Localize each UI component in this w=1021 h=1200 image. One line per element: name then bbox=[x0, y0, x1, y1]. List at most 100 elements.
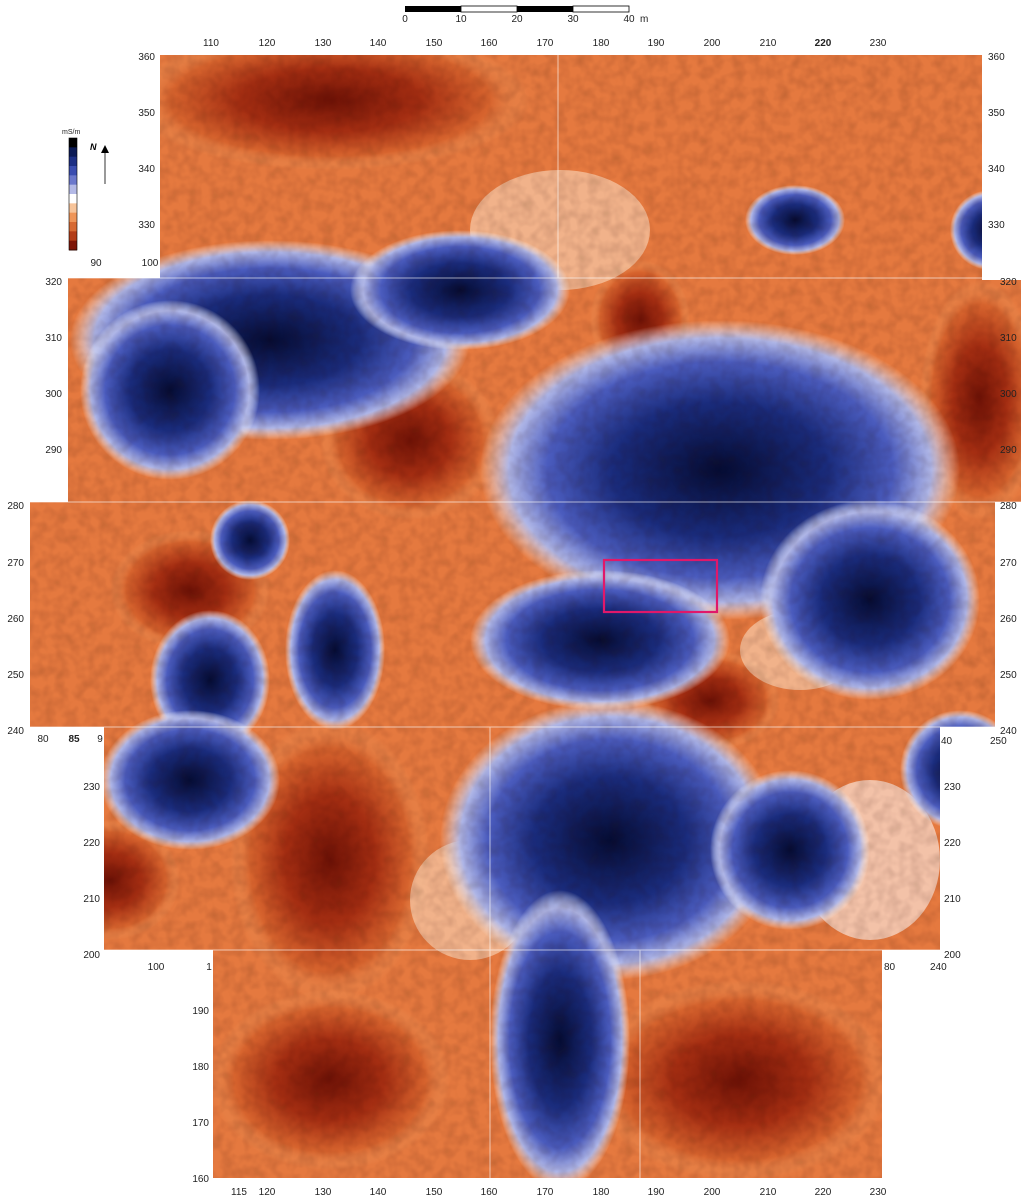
axis-label: 210 bbox=[83, 894, 100, 905]
legend-unit: mS/m bbox=[62, 129, 80, 136]
axis-label: 230 bbox=[870, 1187, 887, 1198]
axis-label: 80 bbox=[884, 962, 896, 973]
axis-label: 190 bbox=[192, 1006, 209, 1017]
legend-swatch bbox=[69, 166, 77, 176]
axis-label: 360 bbox=[138, 52, 155, 63]
axis-label: 180 bbox=[593, 1187, 610, 1198]
axis-label: 120 bbox=[259, 38, 276, 49]
axis-label: 220 bbox=[944, 838, 961, 849]
axis-label: 250 bbox=[7, 670, 24, 681]
axis-label: 210 bbox=[760, 1187, 777, 1198]
scale-bar: 0 10 20 30 40 m bbox=[402, 5, 648, 25]
legend-swatch bbox=[69, 147, 77, 158]
axis-label: 130 bbox=[315, 1187, 332, 1198]
axis-label: 300 bbox=[1000, 389, 1017, 400]
axis-label: 220 bbox=[83, 838, 100, 849]
axis-label: 360 bbox=[988, 52, 1005, 63]
axis-label: 200 bbox=[83, 950, 100, 961]
axis-label: 140 bbox=[370, 38, 387, 49]
scale-label-30: 30 bbox=[567, 14, 579, 25]
axis-label: 180 bbox=[192, 1062, 209, 1073]
scale-label-20: 20 bbox=[511, 14, 523, 25]
axis-label: 350 bbox=[138, 108, 155, 119]
survey-area bbox=[30, 55, 1021, 1178]
axis-label: 220 bbox=[815, 38, 832, 49]
axis-label: 9 bbox=[97, 734, 103, 745]
axis-label: 115 bbox=[231, 1187, 247, 1198]
axis-label: 270 bbox=[1000, 558, 1017, 569]
axis-label: 290 bbox=[45, 445, 62, 456]
axis-label: 90 bbox=[90, 258, 102, 269]
highlight-box[interactable] bbox=[602, 558, 719, 614]
axis-label: 230 bbox=[944, 782, 961, 793]
axis-label: 320 bbox=[1000, 277, 1017, 288]
legend-swatch bbox=[69, 203, 77, 214]
north-arrow-icon bbox=[101, 145, 109, 184]
axis-label: 85 bbox=[68, 734, 80, 745]
axis-label: 270 bbox=[7, 558, 24, 569]
legend-swatch bbox=[69, 231, 77, 242]
axis-label: 330 bbox=[988, 220, 1005, 231]
axis-label: 340 bbox=[988, 164, 1005, 175]
legend-swatch bbox=[69, 156, 77, 167]
axis-label: 280 bbox=[7, 501, 24, 512]
axis-label: 240 bbox=[7, 726, 24, 737]
legend-swatch bbox=[69, 194, 77, 204]
axis-label: 130 bbox=[315, 38, 332, 49]
axis-label: 170 bbox=[192, 1118, 209, 1129]
axis-label: 250 bbox=[990, 736, 1007, 747]
axis-label: 100 bbox=[148, 962, 165, 973]
legend-swatch bbox=[69, 138, 77, 148]
axis-label: 300 bbox=[45, 389, 62, 400]
axis-label: 190 bbox=[648, 38, 665, 49]
axis-labels: 110 120 130 140 150 160 170 180 190 200 210 220 2303… bbox=[7, 38, 1017, 1198]
axis-label: 1 bbox=[206, 962, 212, 973]
legend-swatch bbox=[69, 184, 77, 195]
axis-label: 150 bbox=[426, 1187, 443, 1198]
legend-swatch bbox=[69, 240, 77, 251]
axis-label: 240 bbox=[930, 962, 947, 973]
axis-label: 210 bbox=[760, 38, 777, 49]
tile-seams bbox=[30, 55, 1021, 1178]
legend-color-ramp bbox=[69, 138, 77, 251]
axis-label: 200 bbox=[704, 1187, 721, 1198]
axis-label: 210 bbox=[944, 894, 961, 905]
axis-label: 310 bbox=[1000, 333, 1017, 344]
scale-label-10: 10 bbox=[455, 14, 467, 25]
axis-label: 260 bbox=[1000, 614, 1017, 625]
axis-label: 190 bbox=[648, 1187, 665, 1198]
axis-label: 310 bbox=[45, 333, 62, 344]
axis-label: 230 bbox=[870, 38, 887, 49]
legend-swatch bbox=[69, 175, 77, 186]
axis-label: 160 bbox=[481, 1187, 498, 1198]
legend: mS/m N bbox=[0, 55, 160, 278]
axis-label: 150 bbox=[426, 38, 443, 49]
axis-label: 280 bbox=[1000, 501, 1017, 512]
axis-label: 250 bbox=[1000, 670, 1017, 681]
axis-label: 170 bbox=[537, 1187, 554, 1198]
scale-label-0: 0 bbox=[402, 14, 408, 25]
axis-label: 350 bbox=[988, 108, 1005, 119]
axis-label: 120 bbox=[259, 1187, 276, 1198]
axis-label: 200 bbox=[704, 38, 721, 49]
axis-label: 260 bbox=[7, 614, 24, 625]
north-arrow-label: N bbox=[90, 142, 97, 152]
axis-label: 240 bbox=[1000, 726, 1017, 737]
axis-label: 180 bbox=[593, 38, 610, 49]
legend-swatch bbox=[69, 222, 77, 232]
scale-label-40: 40 bbox=[623, 14, 635, 25]
axis-label: 140 bbox=[370, 1187, 387, 1198]
axis-label: 230 bbox=[83, 782, 100, 793]
axis-label: 160 bbox=[481, 38, 498, 49]
axis-label: 40 bbox=[941, 736, 953, 747]
legend-swatch bbox=[69, 212, 77, 223]
axis-label: 100 bbox=[142, 258, 159, 269]
axis-label: 220 bbox=[815, 1187, 832, 1198]
axis-label: 200 bbox=[944, 950, 961, 961]
axis-label: 160 bbox=[192, 1174, 209, 1185]
axis-label: 110 bbox=[203, 38, 219, 49]
scale-unit: m bbox=[640, 14, 648, 25]
axis-label: 340 bbox=[138, 164, 155, 175]
axis-label: 170 bbox=[537, 38, 554, 49]
axis-label: 330 bbox=[138, 220, 155, 231]
